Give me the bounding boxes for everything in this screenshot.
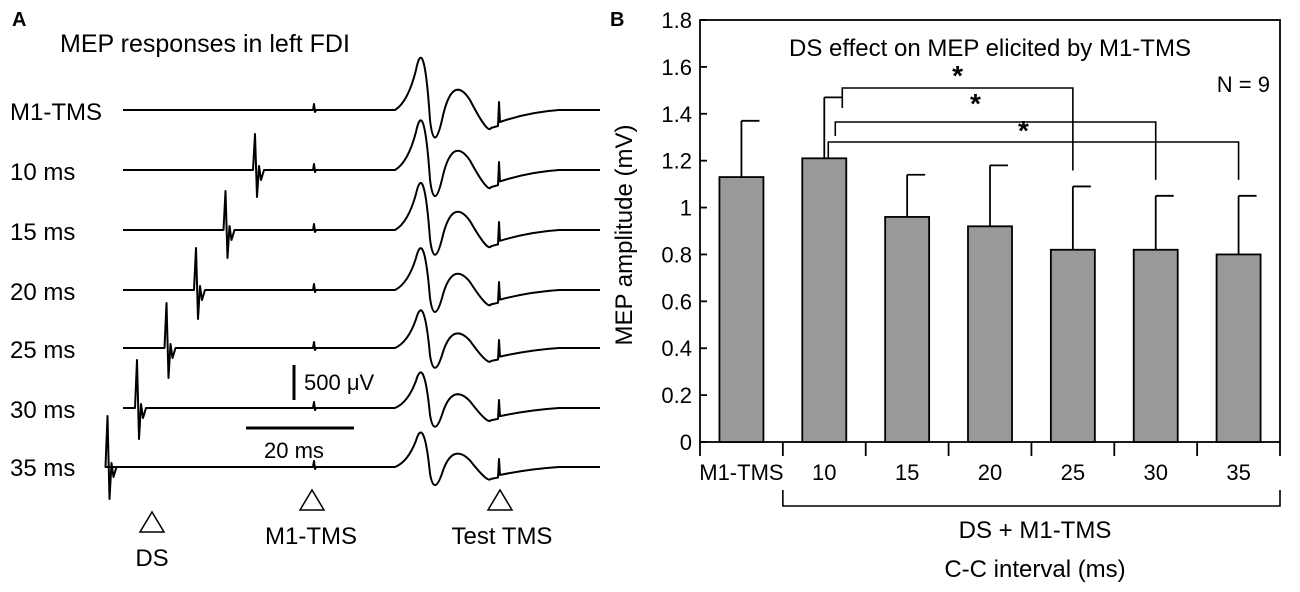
y-tick-label: 0 — [680, 430, 692, 455]
y-tick-label: 1 — [680, 196, 692, 221]
x-tick-label: 10 — [812, 460, 836, 485]
mep-trace — [123, 119, 600, 198]
group-bracket — [782, 490, 1281, 507]
significance-star: * — [1018, 115, 1029, 146]
trace-label: 15 ms — [10, 219, 75, 246]
y-tick-label: 0.2 — [661, 383, 692, 408]
y-tick-label: 0.6 — [661, 289, 692, 314]
chart-title: DS effect on MEP elicited by M1-TMS — [789, 35, 1191, 62]
mep-trace — [123, 302, 600, 379]
m1-tms-marker-icon — [298, 488, 326, 511]
trace-label: 25 ms — [10, 337, 75, 364]
bar-chart: B DS effect on MEP elicited by M1-TMS N … — [610, 8, 1281, 583]
x-axis-label: C-C interval (ms) — [944, 556, 1125, 583]
mep-trace — [104, 415, 600, 500]
y-tick-label: 0.4 — [661, 336, 692, 361]
bar — [967, 225, 1013, 443]
bar — [1132, 248, 1179, 443]
test-tms-marker-label: Test TMS — [452, 523, 553, 550]
bar — [1049, 248, 1096, 443]
group-label: DS + M1-TMS — [959, 517, 1112, 544]
time-scale-label: 20 ms — [264, 438, 324, 463]
trace-row-labels: M1-TMS 10 ms 15 ms 20 ms 25 ms 30 ms 35 … — [10, 99, 102, 482]
trace-label: M1-TMS — [10, 99, 102, 126]
bar — [1215, 253, 1262, 443]
significance-star: * — [970, 88, 981, 119]
trace-label: 30 ms — [10, 397, 75, 424]
ds-marker-icon — [138, 510, 166, 533]
panel-b: B DS effect on MEP elicited by M1-TMS N … — [610, 0, 1300, 592]
panel-b-letter: B — [610, 9, 624, 31]
panel-a-figure: A MEP responses in left FDI M1-TMS 10 ms… — [10, 9, 600, 572]
mep-trace — [123, 56, 600, 139]
panel-a-title: MEP responses in left FDI — [60, 30, 350, 58]
significance-bracket — [827, 141, 1240, 180]
m1-tms-marker-label: M1-TMS — [265, 523, 357, 550]
x-tick-label: 30 — [1143, 460, 1167, 485]
y-tick-label: 1.2 — [661, 149, 692, 174]
sample-size-label: N = 9 — [1217, 72, 1270, 97]
significance-bracket — [841, 87, 1074, 171]
x-tick-label: 35 — [1226, 460, 1250, 485]
bar — [884, 216, 931, 443]
trace-label: 20 ms — [10, 279, 75, 306]
panel-a-letter: A — [12, 9, 26, 31]
bar — [801, 157, 848, 443]
amplitude-scale-label: 500 μV — [304, 370, 374, 395]
test-tms-marker-icon — [486, 488, 514, 511]
mep-trace — [123, 247, 600, 320]
trace-label: 35 ms — [10, 455, 75, 482]
trace-label: 10 ms — [10, 159, 75, 186]
y-tick-label: 1.4 — [661, 102, 692, 127]
mep-trace — [123, 181, 600, 259]
y-tick-label: 1.6 — [661, 55, 692, 80]
x-tick-label: 25 — [1061, 460, 1085, 485]
chart-marks: 0 0.2 0.4 0.6 0.8 1 1.2 1.4 1.6 1.8 M1-TMS 10 15 20 25… — [661, 8, 1281, 507]
x-tick-label: 15 — [895, 460, 919, 485]
bar — [718, 176, 765, 443]
significance-star: * — [952, 60, 963, 91]
y-tick-label: 1.8 — [661, 8, 692, 33]
mep-trace — [123, 359, 600, 440]
y-axis-label: MEP amplitude (mV) — [611, 125, 638, 346]
panel-a: A MEP responses in left FDI M1-TMS 10 ms… — [0, 0, 610, 592]
ds-marker-label: DS — [135, 545, 168, 572]
significance-bracket — [834, 121, 1157, 180]
mep-traces — [104, 56, 600, 500]
y-tick-label: 0.8 — [661, 242, 692, 267]
x-tick-label: 20 — [978, 460, 1002, 485]
x-tick-label: M1-TMS — [699, 460, 783, 485]
